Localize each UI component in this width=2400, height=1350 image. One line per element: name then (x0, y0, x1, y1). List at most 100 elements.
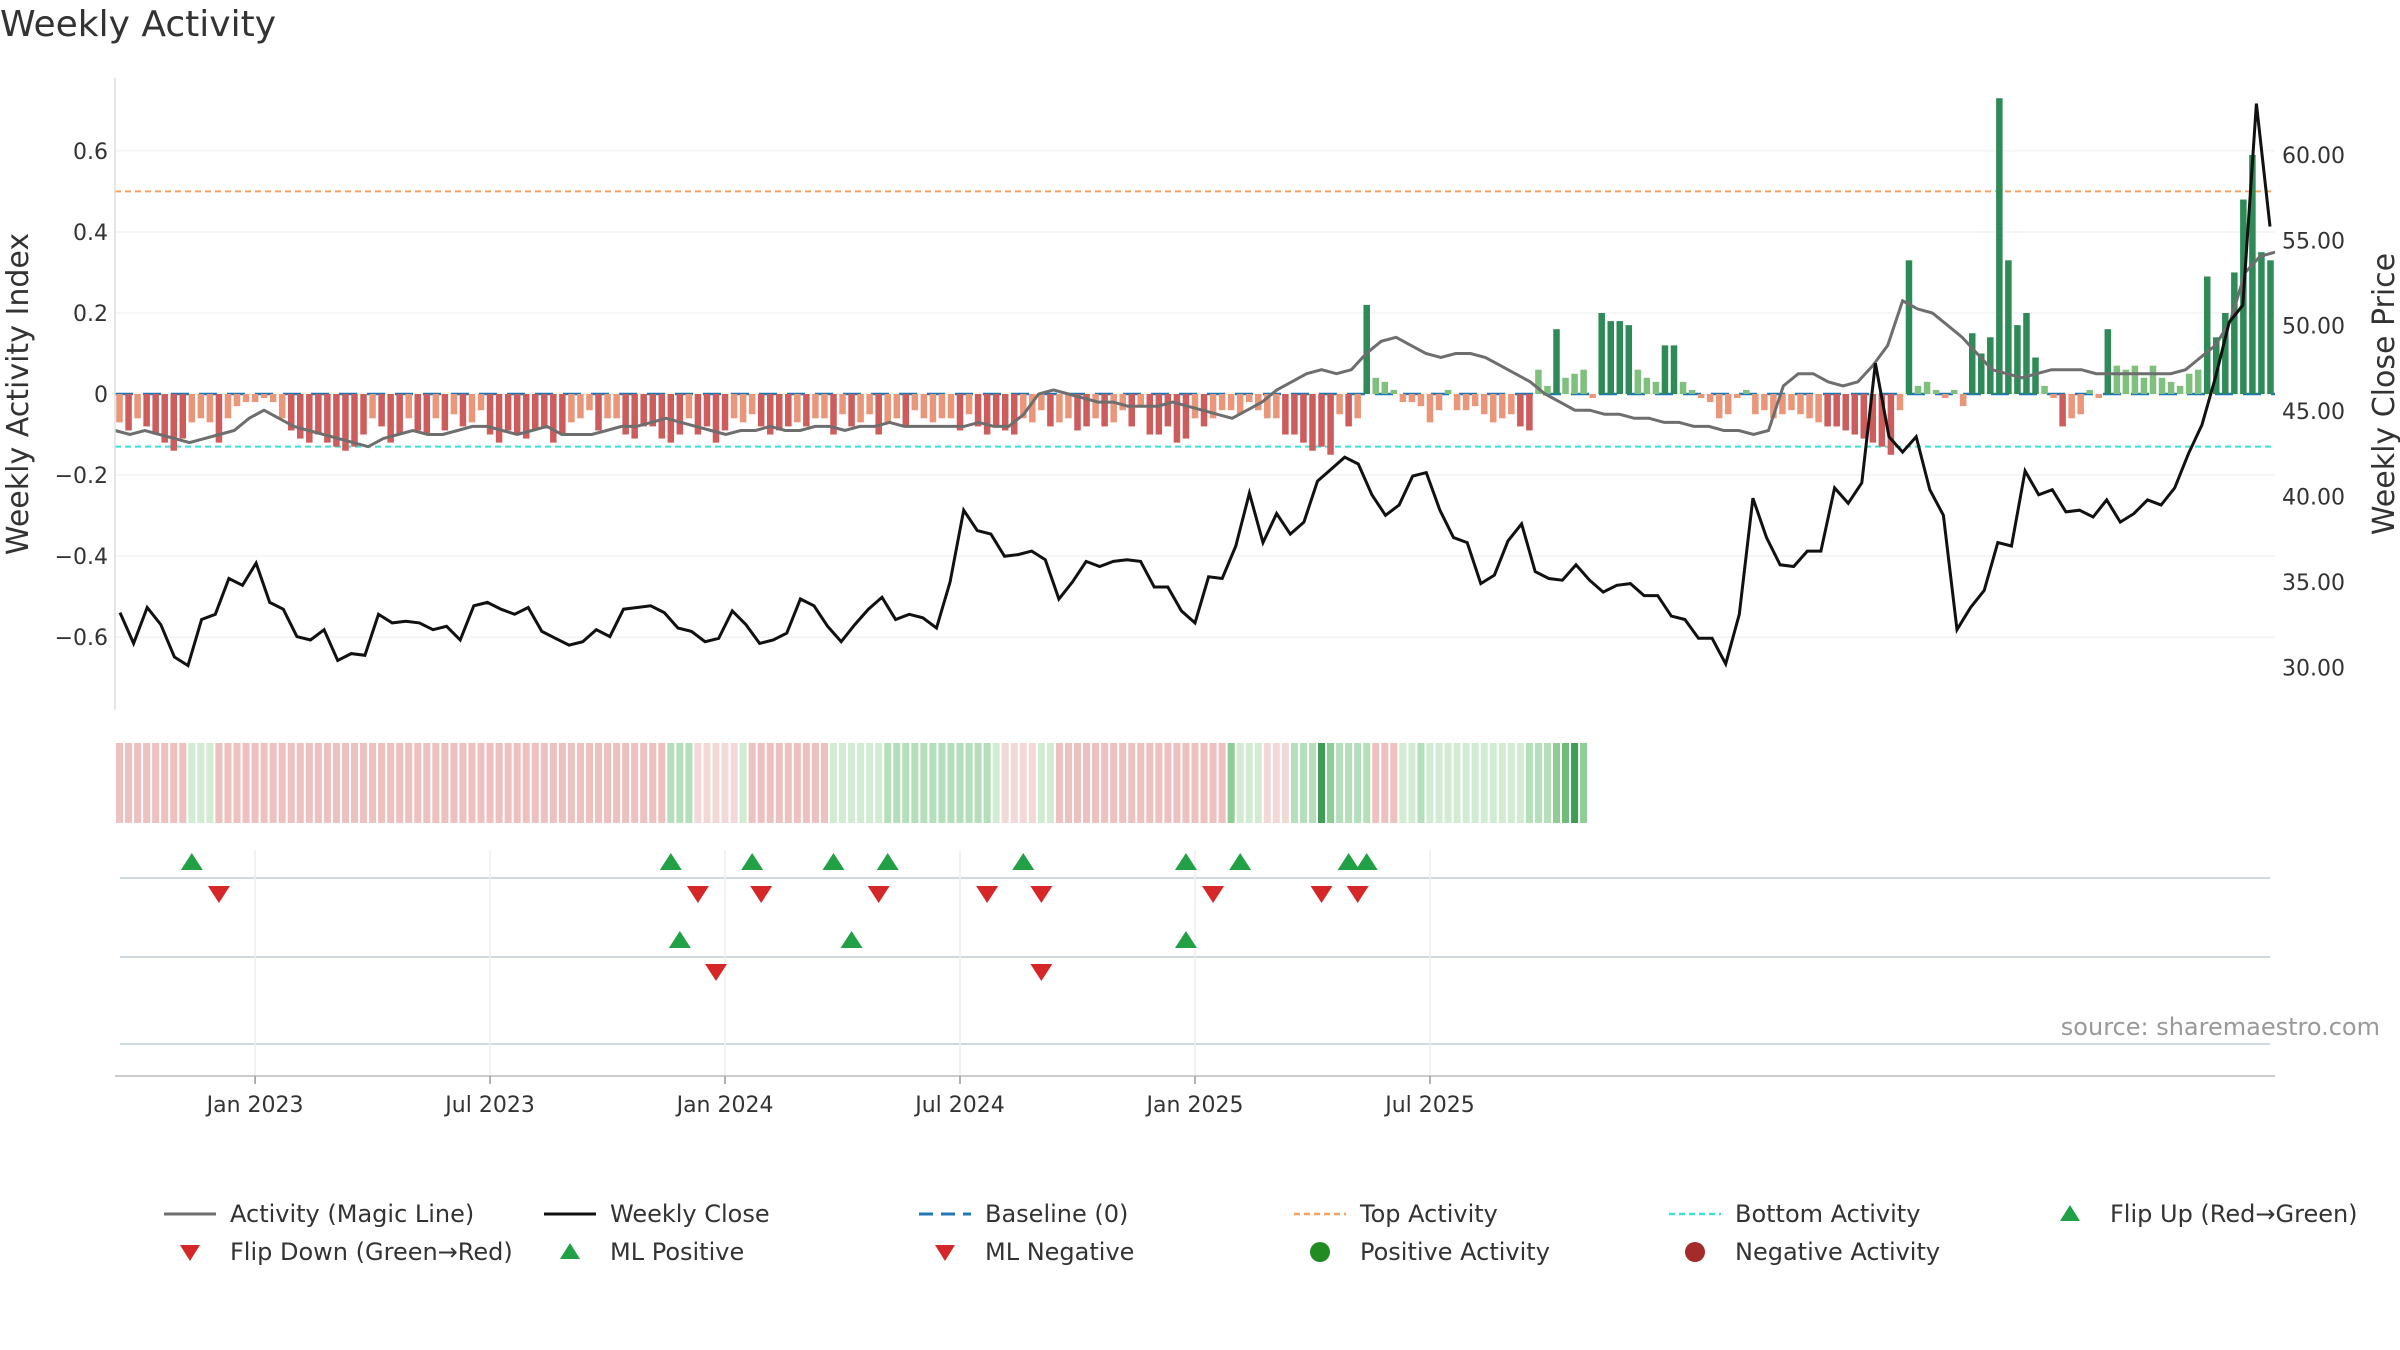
y-right-tick-label: 55.00 (2282, 229, 2345, 254)
heat-cell (477, 743, 485, 823)
activity-bar (1381, 381, 1389, 394)
activity-bar (586, 394, 593, 411)
activity-bar (2041, 385, 2048, 394)
heat-cell (125, 743, 133, 823)
legend-label: Top Activity (1360, 1200, 1498, 1228)
activity-bar (224, 394, 232, 419)
heat-cell (1552, 743, 1561, 823)
heat-cell (1173, 743, 1181, 823)
legend-label: Flip Up (Red→Green) (2110, 1200, 2358, 1228)
heat-cell (1236, 743, 1244, 823)
heat-cell (576, 743, 584, 823)
heat-cell (1191, 743, 1199, 823)
chart-title: Weekly Activity (0, 4, 277, 45)
heat-cell (721, 743, 729, 823)
heat-cell (631, 743, 639, 823)
heat-cell (893, 743, 901, 823)
heat-cell (1498, 743, 1506, 823)
activity-bar (1652, 381, 1660, 394)
x-tick-label: Jan 2023 (205, 1093, 304, 1118)
legend-dot-icon (1310, 1242, 1330, 1262)
activity-bar (1688, 389, 1696, 394)
heat-cell (1299, 743, 1307, 823)
weekly-close-line (118, 103, 2272, 668)
heat-cell (1462, 743, 1470, 823)
activity-bar (206, 394, 214, 423)
heat-cell (369, 743, 377, 823)
heat-cell (269, 743, 277, 823)
flip-up-marker (876, 853, 899, 870)
heat-cell (730, 743, 738, 823)
heat-cell (585, 743, 593, 823)
heat-cell (360, 743, 368, 823)
activity-bar (1489, 394, 1497, 423)
activity-bar (486, 394, 494, 435)
heat-cell (1580, 743, 1588, 823)
heat-cell (1444, 743, 1452, 823)
heat-cell (1227, 743, 1235, 823)
y-right-tick-label: 45.00 (2282, 400, 2345, 425)
activity-bar (1155, 394, 1163, 435)
heat-cell (450, 743, 458, 823)
activity-bar (1941, 394, 1949, 399)
heat-cell (739, 743, 747, 823)
flip-down-marker (867, 886, 890, 903)
activity-bar (360, 394, 367, 435)
heat-cell (622, 743, 630, 823)
activity-bar (531, 394, 539, 431)
heat-cell (848, 743, 856, 823)
activity-bar (1164, 394, 1172, 427)
heat-cell (215, 743, 223, 823)
activity-bar (974, 394, 982, 427)
activity-bar (1480, 394, 1488, 415)
activity-bar (396, 394, 403, 435)
heat-cell (1155, 743, 1163, 823)
heat-cell (775, 743, 783, 823)
activity-bar (297, 394, 304, 439)
heat-cell (405, 743, 413, 823)
heat-cell (1064, 743, 1072, 823)
y-left-tick-label: 0.4 (73, 221, 108, 246)
heat-cell (875, 743, 883, 823)
activity-bar (1056, 394, 1063, 423)
heat-cell (1254, 743, 1262, 823)
activity-bar (2131, 365, 2139, 394)
activity-bar (1625, 325, 1633, 394)
activity-bar (884, 394, 891, 423)
activity-bar (1399, 394, 1407, 403)
activity-bar (1734, 394, 1741, 399)
activity-bar (197, 394, 205, 419)
heat-cell (441, 743, 449, 823)
legend-label: ML Positive (610, 1238, 745, 1266)
heat-cell (558, 743, 566, 823)
flip-down-marker (1310, 886, 1333, 903)
legend-item: Baseline (0) (915, 1200, 1128, 1228)
activity-bar (1887, 394, 1895, 455)
activity-bar (559, 394, 566, 435)
heat-cell (676, 743, 684, 823)
activity-bar (342, 394, 349, 451)
activity-bar (1824, 394, 1831, 427)
activity-bar (694, 394, 702, 435)
heat-cell (766, 743, 774, 823)
heat-cell (1308, 743, 1317, 823)
activity-bar (2194, 369, 2202, 394)
flip-up-marker (741, 853, 764, 870)
activity-bar (1146, 394, 1154, 435)
heat-cell (983, 743, 991, 823)
axes: 0.6 0.4 0.2 0 −0.2 −0.4 −0.6 60.00 55.00 50.00 45.… (1, 78, 2400, 710)
heat-cell (857, 743, 865, 823)
heat-cell (1571, 743, 1579, 823)
heat-cell (323, 743, 331, 823)
activity-bar (2176, 385, 2184, 394)
activity-bar (306, 394, 313, 443)
activity-bar (1996, 98, 2003, 394)
heat-cell (414, 743, 422, 823)
activity-bar (1128, 394, 1135, 427)
legend-label: Baseline (0) (985, 1200, 1129, 1228)
activity-bar (2077, 394, 2084, 415)
activity-bar (324, 394, 331, 443)
activity-bar (1968, 333, 1976, 394)
flip-up-marker (1012, 853, 1035, 870)
heat-cell (170, 743, 178, 823)
